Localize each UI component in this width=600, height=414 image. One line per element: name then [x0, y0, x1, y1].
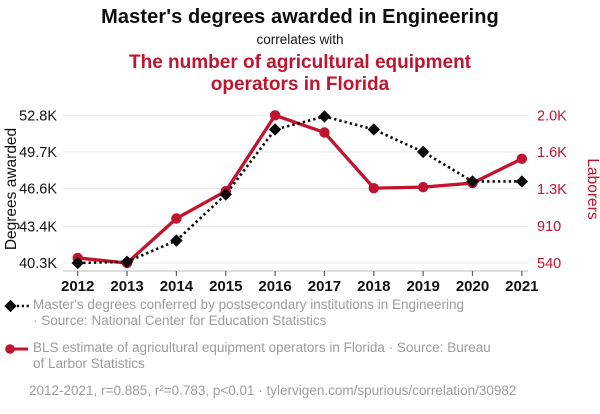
right-tick-label: 1.6K: [537, 145, 567, 161]
data-point-diamond: [318, 110, 331, 123]
right-axis-title: Laborers: [584, 158, 600, 219]
solid-circle-legend-icon: [5, 344, 28, 354]
data-point-diamond: [219, 188, 232, 201]
chart-header: Master's degrees awarded in Engineering …: [0, 6, 600, 95]
chart-legend: Master's degrees conferred by postsecond…: [4, 297, 596, 383]
data-point-diamond: [416, 145, 430, 159]
data-point-circle: [368, 182, 379, 194]
data-point-circle: [269, 110, 281, 121]
x-tick-label: 2013: [110, 278, 143, 295]
left-tick-label: 43.4K: [19, 219, 57, 235]
legend-text-laborers: BLS estimate of agricultural equipment o…: [33, 340, 491, 371]
x-tick-label: 2019: [406, 278, 439, 295]
legend-line: BLS estimate of agricultural equipment o…: [33, 340, 491, 355]
chart-subtitle: The number of agricultural equipment ope…: [128, 52, 472, 95]
legend-line: of Larbor Statistics: [33, 355, 145, 371]
legend-item-degrees: Master's degrees conferred by postsecond…: [4, 297, 596, 328]
line-chart: 2012 2013 2014 2015 2016 2017 2018 2019 2020 2021…: [3, 108, 600, 295]
left-tick-label: 46.6K: [19, 182, 57, 198]
x-tick-label: 2018: [357, 278, 390, 295]
x-tick-label: 2020: [456, 278, 489, 295]
data-point-circle: [516, 153, 528, 165]
x-tick-label: 2014: [160, 278, 194, 295]
data-point-diamond: [268, 123, 282, 136]
right-tick-label: 2.0K: [537, 108, 567, 124]
left-tick-label: 52.8K: [19, 108, 57, 124]
data-point-circle: [417, 181, 429, 193]
data-point-diamond: [466, 175, 479, 188]
data-point-diamond: [515, 175, 529, 188]
dotted-diamond-legend-icon: [4, 299, 30, 313]
chart-connector-text: correlates with: [256, 32, 344, 48]
data-point-diamond: [367, 123, 380, 136]
left-tick-label: 40.3K: [19, 256, 57, 272]
x-tick-label: 2017: [308, 278, 341, 295]
x-tick-label: 2012: [61, 278, 94, 295]
data-point-circle: [319, 127, 330, 138]
data-point-diamond: [71, 256, 84, 270]
data-point-diamond: [170, 234, 183, 247]
x-tick-label: 2021: [505, 278, 538, 295]
legend-text-degrees: Master's degrees conferred by postsecond…: [33, 297, 464, 328]
right-tick-label: 1.3K: [537, 182, 567, 198]
left-tick-label: 49.7K: [19, 145, 57, 161]
x-tick-label: 2016: [258, 278, 291, 295]
right-tick-label: 910: [537, 219, 561, 235]
right-tick-label: 540: [537, 256, 561, 272]
stats-and-url-text: 2012-2021, r=0.885, r²=0.783, p<0.01 · t…: [29, 383, 517, 398]
x-tick-label: 2015: [209, 278, 242, 295]
series-line-diamond: [77, 115, 522, 265]
left-axis-title: Degrees awarded: [3, 128, 20, 250]
legend-item-laborers: BLS estimate of agricultural equipment o…: [4, 340, 596, 371]
chart-title: Master's degrees awarded in Engineering: [101, 6, 499, 28]
legend-line: Master's degrees conferred by postsecond…: [33, 297, 465, 312]
data-point-diamond: [120, 255, 134, 269]
data-point-circle: [171, 213, 182, 224]
series-line-circle: [77, 113, 523, 265]
legend-line: · Source: National Center for Education …: [33, 312, 327, 328]
